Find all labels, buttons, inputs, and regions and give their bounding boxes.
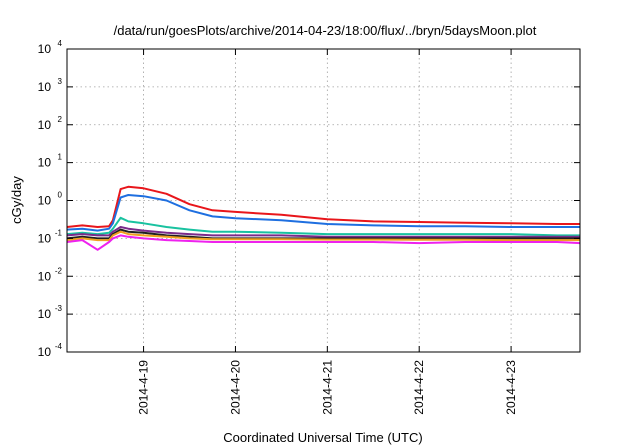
y-axis-label: cGy/day xyxy=(9,176,24,224)
series-line-7 xyxy=(66,234,581,251)
y-tick-label: 10 xyxy=(38,269,52,283)
y-tick-label: 10 xyxy=(38,231,52,245)
y-tick-exponent: -2 xyxy=(55,266,63,275)
series-line-6 xyxy=(66,230,580,242)
x-tick-label: 2014-4-21 xyxy=(320,360,334,415)
y-tick-exponent: -3 xyxy=(55,304,63,313)
series-line-3 xyxy=(66,216,580,237)
x-tick-label: 2014-4-20 xyxy=(228,360,242,415)
y-tick-exponent: 1 xyxy=(58,153,63,162)
y-tick-label: 10 xyxy=(38,118,52,132)
y-tick-exponent: -1 xyxy=(55,228,63,237)
series-line-2 xyxy=(66,194,580,232)
grid xyxy=(67,49,580,352)
y-tick-exponent: 0 xyxy=(58,191,63,200)
y-tick-label: 10 xyxy=(38,345,52,359)
y-tick-exponent: -4 xyxy=(55,342,63,351)
series-line-5 xyxy=(66,228,580,240)
y-tick-label: 10 xyxy=(38,156,52,170)
x-tick-label: 2014-4-23 xyxy=(504,360,518,415)
x-tick-label: 2014-4-19 xyxy=(137,360,151,415)
x-tick-label: 2014-4-22 xyxy=(412,360,426,415)
y-tick-label: 10 xyxy=(38,194,52,208)
series-line-4 xyxy=(66,226,580,238)
y-tick-label: 10 xyxy=(38,80,52,94)
y-tick-label: 10 xyxy=(38,42,52,56)
x-axis-label: Coordinated Universal Time (UTC) xyxy=(223,430,422,445)
x-axis: 2014-4-19 2014-4-20 2014-4-21 2014-4-22 2014… xyxy=(137,49,518,415)
y-tick-exponent: 4 xyxy=(58,39,63,48)
series-line-1 xyxy=(66,185,580,228)
chart-title: /data/run/goesPlots/archive/2014-04-23/1… xyxy=(114,23,537,38)
series-group xyxy=(66,185,581,251)
y-tick-exponent: 3 xyxy=(58,77,63,86)
y-tick-label: 10 xyxy=(38,307,52,321)
y-tick-exponent: 2 xyxy=(58,115,63,124)
